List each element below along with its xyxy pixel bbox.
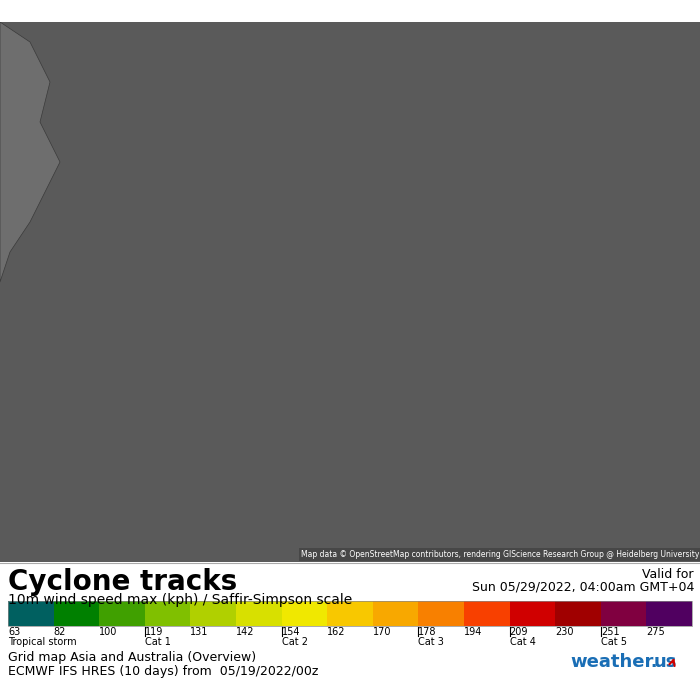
Bar	[190, 601, 236, 626]
Text: weather.: weather.	[570, 653, 657, 671]
Text: 82: 82	[54, 627, 66, 637]
Polygon shape	[0, 22, 60, 282]
Text: 63: 63	[8, 627, 20, 637]
Text: Map data © OpenStreetMap contributors, rendering GIScience Research Group @ Heid: Map data © OpenStreetMap contributors, r…	[300, 550, 699, 559]
Bar	[464, 601, 510, 626]
Text: 251: 251	[601, 627, 620, 637]
Bar	[236, 601, 281, 626]
Text: ECMWF IFS HRES (10 days) from  05/19/2022/00z: ECMWF IFS HRES (10 days) from 05/19/2022…	[8, 665, 318, 678]
Bar	[601, 601, 646, 626]
Bar	[99, 601, 145, 626]
Text: 10m wind speed max (kph) / Saffir-Simpson scale: 10m wind speed max (kph) / Saffir-Simpso…	[8, 593, 352, 607]
Text: 230: 230	[555, 627, 574, 637]
Text: Grid map Asia and Australia (Overview): Grid map Asia and Australia (Overview)	[8, 651, 256, 664]
Text: Valid for: Valid for	[643, 568, 694, 581]
Text: us: us	[654, 653, 678, 671]
Text: 119: 119	[145, 627, 163, 637]
Bar	[555, 601, 601, 626]
Text: Sun 05/29/2022, 04:00am GMT+04: Sun 05/29/2022, 04:00am GMT+04	[472, 581, 694, 594]
Bar	[54, 601, 99, 626]
Text: 154: 154	[281, 627, 300, 637]
Bar	[646, 601, 692, 626]
Bar	[8, 601, 692, 626]
Text: 142: 142	[236, 627, 255, 637]
Text: Cat 1: Cat 1	[145, 637, 171, 647]
Text: Cat 5: Cat 5	[601, 637, 626, 647]
Text: 178: 178	[419, 627, 437, 637]
Text: 100: 100	[99, 627, 118, 637]
Text: Cat 4: Cat 4	[510, 637, 536, 647]
Text: Cat 2: Cat 2	[281, 637, 307, 647]
Bar	[8, 601, 54, 626]
Text: Cat 3: Cat 3	[419, 637, 444, 647]
Bar	[510, 601, 555, 626]
Text: Tropical storm: Tropical storm	[8, 637, 76, 647]
Text: 275: 275	[646, 627, 665, 637]
Text: 209: 209	[510, 627, 528, 637]
Text: This service is based on data and products of the European Centre for Medium-ran: This service is based on data and produc…	[6, 6, 564, 16]
Bar	[327, 601, 373, 626]
Bar	[281, 601, 327, 626]
Bar	[373, 601, 419, 626]
Text: 194: 194	[464, 627, 482, 637]
Text: 170: 170	[373, 627, 391, 637]
Bar	[145, 601, 190, 626]
Text: 162: 162	[327, 627, 346, 637]
Bar	[419, 601, 464, 626]
Text: Cyclone tracks: Cyclone tracks	[8, 568, 237, 596]
Text: 131: 131	[190, 627, 209, 637]
